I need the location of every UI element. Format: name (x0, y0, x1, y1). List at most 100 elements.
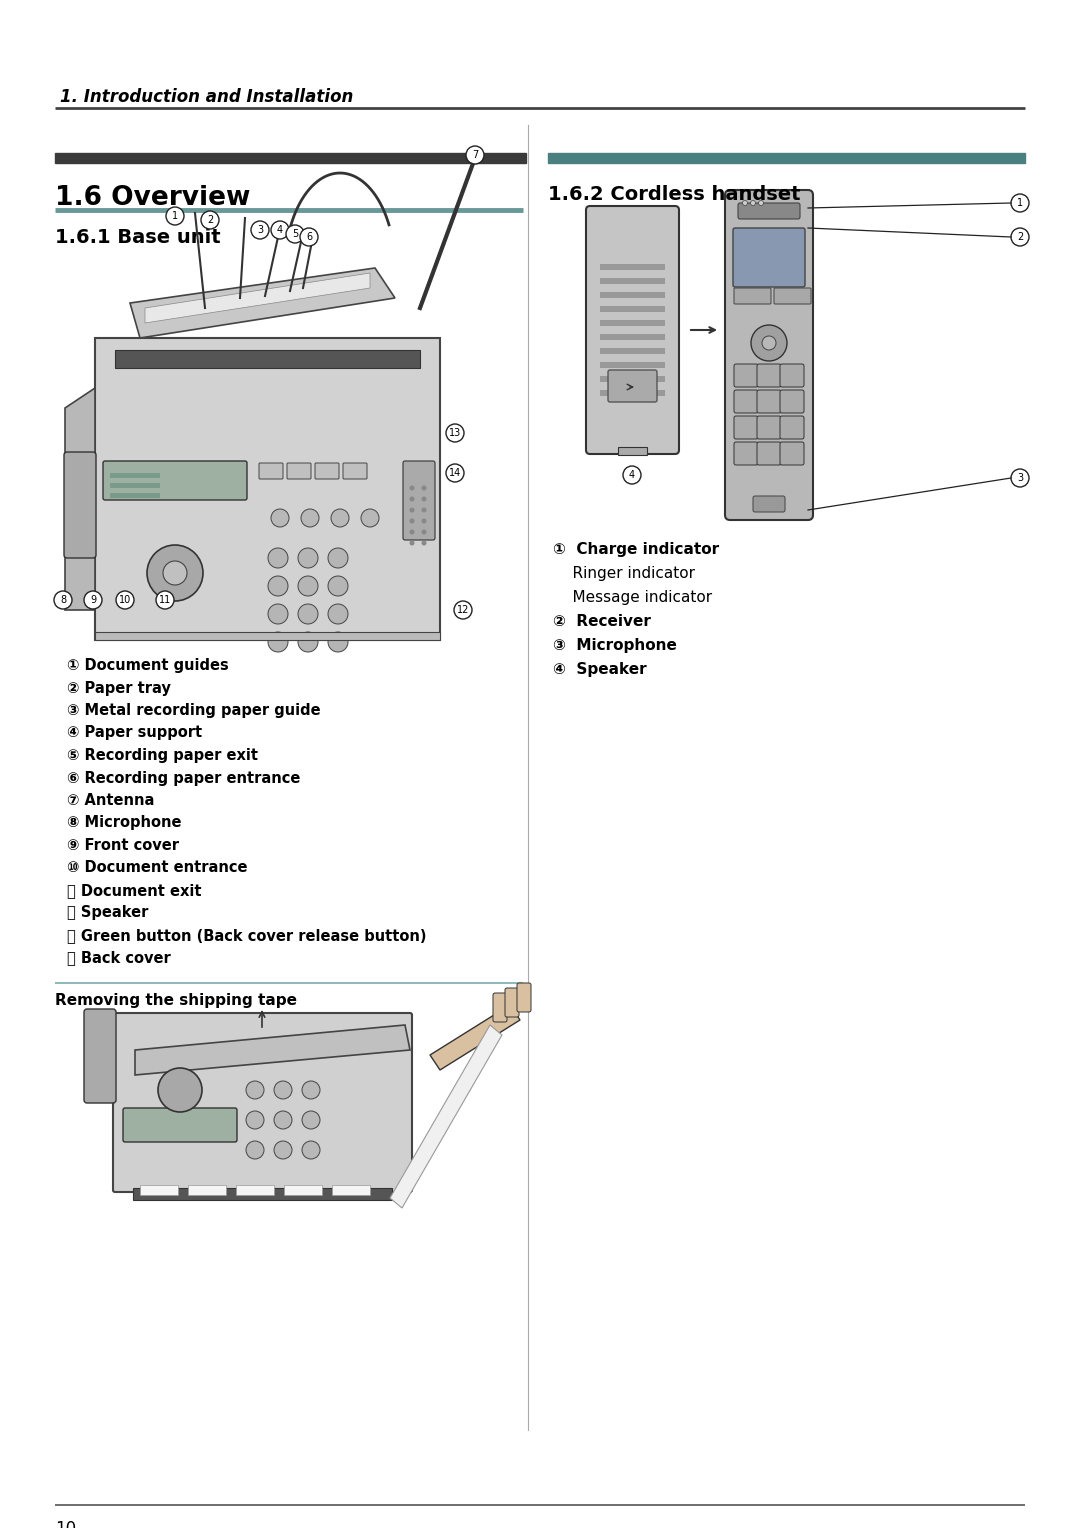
Bar (237, 1186, 274, 1195)
Circle shape (268, 549, 288, 568)
FancyBboxPatch shape (64, 452, 96, 558)
Text: ⑦ Antenna: ⑦ Antenna (67, 793, 154, 808)
Bar (600, 362, 665, 368)
Text: 7: 7 (472, 150, 478, 160)
Circle shape (116, 591, 134, 610)
Circle shape (302, 1141, 320, 1160)
Circle shape (421, 497, 427, 501)
Text: Removing the shipping tape: Removing the shipping tape (55, 993, 297, 1008)
Circle shape (409, 541, 415, 545)
Text: 11: 11 (159, 594, 171, 605)
Circle shape (302, 1111, 320, 1129)
FancyBboxPatch shape (725, 189, 813, 520)
Text: ⑧ Microphone: ⑧ Microphone (67, 816, 181, 831)
Text: 2: 2 (207, 215, 213, 225)
Text: 1.6.2 Cordless handset: 1.6.2 Cordless handset (548, 185, 800, 205)
Circle shape (409, 507, 415, 512)
Bar (332, 1186, 370, 1195)
Text: 1: 1 (172, 211, 178, 222)
Text: ⑥ Recording paper entrance: ⑥ Recording paper entrance (67, 770, 300, 785)
Polygon shape (65, 388, 95, 610)
Bar (114, 350, 420, 368)
FancyBboxPatch shape (505, 989, 519, 1018)
Polygon shape (95, 338, 440, 640)
Circle shape (156, 591, 174, 610)
FancyBboxPatch shape (517, 983, 531, 1012)
Text: 1: 1 (1017, 199, 1023, 208)
Circle shape (300, 228, 318, 246)
Circle shape (361, 509, 379, 527)
Polygon shape (145, 274, 370, 322)
Circle shape (421, 530, 427, 535)
Circle shape (454, 601, 472, 619)
Circle shape (158, 1068, 202, 1112)
FancyBboxPatch shape (734, 364, 758, 387)
FancyBboxPatch shape (734, 442, 758, 465)
Text: 2: 2 (1017, 232, 1023, 241)
Circle shape (328, 549, 348, 568)
FancyBboxPatch shape (259, 463, 283, 478)
FancyBboxPatch shape (734, 416, 758, 439)
Bar (600, 348, 665, 354)
Text: 4: 4 (276, 225, 283, 235)
Text: ②  Receiver: ② Receiver (553, 614, 651, 630)
Circle shape (268, 576, 288, 596)
Text: ③ Metal recording paper guide: ③ Metal recording paper guide (67, 703, 321, 718)
Bar (133, 1187, 392, 1199)
FancyBboxPatch shape (315, 463, 339, 478)
Bar (548, 153, 1025, 163)
Circle shape (743, 200, 747, 205)
Circle shape (751, 325, 787, 361)
FancyBboxPatch shape (84, 1008, 116, 1103)
Text: ⑩ Document entrance: ⑩ Document entrance (67, 860, 247, 876)
Text: ④  Speaker: ④ Speaker (553, 662, 647, 677)
Text: 1.6 Overview: 1.6 Overview (55, 185, 251, 211)
Circle shape (762, 336, 777, 350)
FancyBboxPatch shape (734, 390, 758, 413)
Bar (618, 448, 647, 455)
Circle shape (163, 561, 187, 585)
Text: ⑬ Green button (Back cover release button): ⑬ Green button (Back cover release butto… (67, 927, 427, 943)
Bar (600, 264, 665, 270)
Circle shape (274, 1111, 292, 1129)
FancyBboxPatch shape (343, 463, 367, 478)
FancyBboxPatch shape (757, 390, 781, 413)
Circle shape (246, 1080, 264, 1099)
Bar (110, 474, 160, 478)
Text: ① Document guides: ① Document guides (67, 659, 229, 672)
Text: ①  Charge indicator: ① Charge indicator (553, 542, 719, 558)
Circle shape (268, 633, 288, 652)
Text: 1.6.1 Base unit: 1.6.1 Base unit (55, 228, 220, 248)
Circle shape (54, 591, 72, 610)
Text: 3: 3 (257, 225, 264, 235)
Text: 9: 9 (90, 594, 96, 605)
FancyBboxPatch shape (733, 228, 805, 287)
FancyBboxPatch shape (123, 1108, 237, 1141)
Text: ④ Paper support: ④ Paper support (67, 726, 202, 741)
Text: 8: 8 (59, 594, 66, 605)
Circle shape (409, 486, 415, 490)
Bar (110, 494, 160, 498)
Circle shape (421, 486, 427, 490)
FancyBboxPatch shape (287, 463, 311, 478)
Circle shape (328, 633, 348, 652)
Bar (600, 376, 665, 382)
Circle shape (446, 423, 464, 442)
Circle shape (271, 222, 289, 238)
FancyBboxPatch shape (757, 442, 781, 465)
Bar (95, 633, 440, 640)
Bar (140, 1186, 178, 1195)
Circle shape (465, 147, 484, 163)
Text: 10: 10 (55, 1520, 76, 1528)
Circle shape (758, 200, 764, 205)
Bar (600, 319, 665, 325)
Circle shape (409, 530, 415, 535)
Text: ⑪ Document exit: ⑪ Document exit (67, 883, 202, 898)
Text: 13: 13 (449, 428, 461, 439)
Bar (600, 292, 665, 298)
Circle shape (328, 576, 348, 596)
Circle shape (421, 518, 427, 524)
Circle shape (298, 549, 318, 568)
Bar (600, 278, 665, 284)
Polygon shape (135, 1025, 410, 1076)
